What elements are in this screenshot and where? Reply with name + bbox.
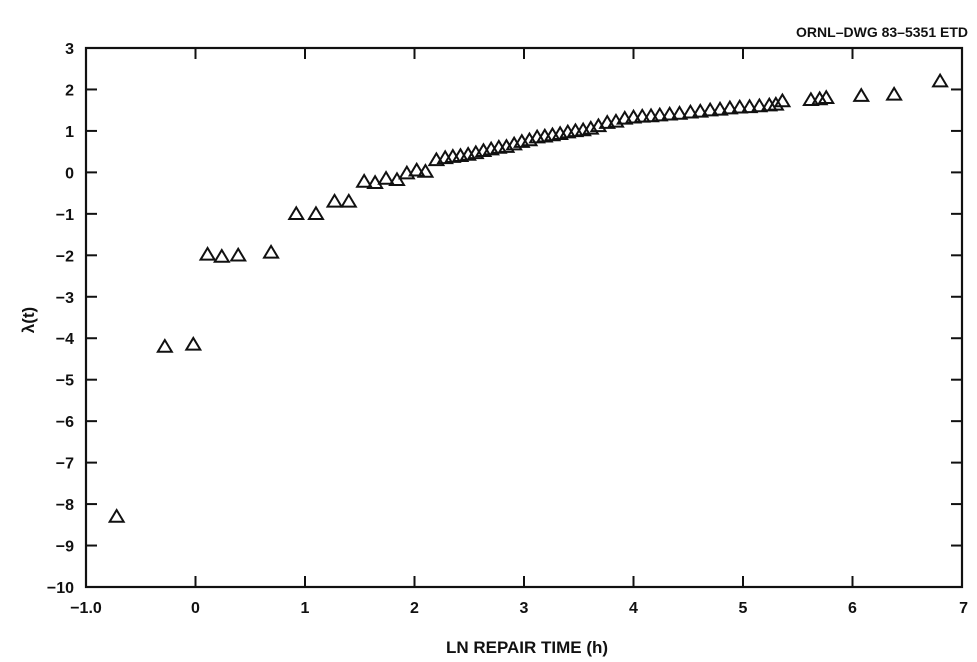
x-tick-label: 3: [520, 600, 529, 617]
data-point-triangle: [721, 99, 739, 115]
data-point-triangle: [184, 336, 203, 351]
y-axis-title: λ(t): [19, 307, 38, 333]
x-tick-label: 1: [301, 600, 310, 617]
axis-tick-labels: 3 2 1 0 −1 −2 −3 −4 −5 −6 −7 −8 −9 −10 −1.0 0 1 2 3 4 5 6 7: [47, 41, 968, 617]
data-point-triangle: [366, 174, 384, 189]
data-point-triangle: [730, 98, 749, 114]
y-tick-label: −3: [56, 290, 74, 307]
y-tick-label: −10: [47, 580, 74, 597]
y-tick-label: 0: [65, 165, 74, 182]
data-point-triangle: [817, 89, 835, 104]
plot-frame: [84, 46, 964, 589]
y-tick-label: −9: [56, 539, 74, 556]
data-points: [107, 72, 949, 523]
data-point-triangle: [773, 92, 792, 108]
data-point-triangle: [711, 100, 729, 116]
data-point-triangle: [852, 87, 871, 102]
x-tick-label: 0: [191, 600, 200, 617]
data-point-triangle: [416, 163, 435, 178]
x-tick-label: −1.0: [70, 600, 102, 617]
data-point-triangle: [651, 106, 669, 122]
data-point-triangle: [767, 95, 785, 111]
y-tick-label: 1: [65, 124, 74, 141]
x-tick-label: 5: [739, 600, 748, 617]
data-point-triangle: [660, 105, 679, 121]
data-point-triangle: [633, 107, 652, 123]
y-tick-label: −4: [56, 331, 74, 348]
data-point-triangle: [670, 105, 689, 120]
y-tick-label: −2: [56, 248, 74, 265]
x-tick-label: 7: [959, 600, 968, 617]
y-tick-label: −1: [56, 207, 74, 224]
data-point-triangle: [750, 97, 769, 113]
y-tick-label: −8: [56, 497, 74, 514]
y-tick-label: −7: [56, 456, 74, 473]
x-tick-label: 2: [410, 600, 419, 617]
data-point-triangle: [407, 161, 426, 177]
data-point-triangle: [810, 90, 829, 106]
data-point-triangle: [198, 246, 217, 261]
data-point-triangle: [931, 72, 949, 88]
x-axis-title: LN REPAIR TIME (h): [446, 638, 608, 657]
data-point-triangle: [107, 508, 126, 523]
data-point-triangle: [681, 103, 700, 119]
y-tick-label: −6: [56, 414, 74, 431]
x-tick-label: 4: [629, 600, 638, 617]
axis-ticks: [85, 47, 963, 588]
data-point-triangle: [624, 108, 643, 124]
data-point-triangle: [701, 101, 719, 117]
data-point-triangle: [355, 173, 373, 188]
data-point-triangle: [287, 205, 306, 221]
y-tick-label: −5: [56, 373, 74, 390]
y-tick-label: 2: [65, 82, 74, 99]
data-point-triangle: [691, 102, 710, 118]
data-point-triangle: [802, 91, 820, 107]
drawing-id: ORNL–DWG 83–5351 ETD: [796, 24, 968, 40]
data-point-triangle: [885, 85, 903, 101]
data-point-triangle: [740, 98, 759, 114]
data-point-triangle: [642, 107, 660, 123]
data-point-triangle: [377, 170, 395, 185]
data-point-triangle: [156, 338, 174, 353]
data-point-triangle: [262, 243, 280, 259]
data-point-triangle: [229, 246, 247, 262]
data-point-triangle: [307, 205, 325, 221]
data-point-triangle: [325, 192, 344, 208]
x-tick-label: 6: [848, 600, 857, 617]
data-point-triangle: [213, 248, 231, 263]
y-tick-label: 3: [65, 41, 74, 58]
data-point-triangle: [340, 192, 358, 208]
